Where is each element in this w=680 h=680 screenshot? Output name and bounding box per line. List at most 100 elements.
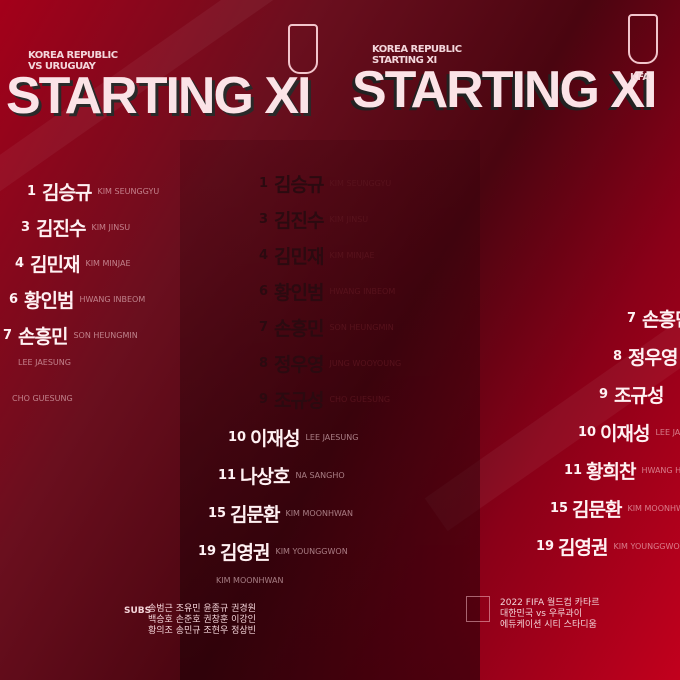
player-name-en: NA SANGHO (295, 471, 345, 480)
player-row: CHO GUESUNG (0, 394, 73, 403)
player-number: 4 (258, 248, 268, 263)
player-row: 4 김민재 KIM MINJAE (8, 250, 131, 277)
player-number: 19 (198, 544, 217, 559)
right-title: STARTING XI (352, 61, 657, 119)
player-name-en: KIM MOONHWAN (216, 576, 284, 585)
player-name-en: KIM JINSU (329, 215, 369, 224)
player-name-en: KIM MOONHWAN (285, 509, 353, 518)
player-name: 이재성 (600, 423, 650, 445)
player-name: 김영권 (558, 537, 608, 559)
player-photo-shadow (180, 140, 480, 680)
player-name: 손흥민 (274, 318, 324, 340)
player-number: 7 (2, 328, 12, 343)
player-number: 9 (258, 392, 268, 407)
player-name-en: CHO GUESUNG (12, 394, 73, 403)
player-row: 8 정우영 (606, 343, 680, 370)
player-name: 황인범 (274, 282, 324, 304)
player-number: 10 (228, 430, 247, 445)
player-name: 김민재 (30, 254, 80, 276)
player-name-en: KIM MINJAE (329, 251, 375, 260)
player-row: KIM MOONHWAN (188, 576, 283, 585)
player-number: 15 (550, 501, 569, 516)
player-number: 10 (578, 425, 597, 440)
player-number: 1 (26, 184, 36, 199)
player-name: 황인범 (24, 290, 74, 312)
player-name: 김문환 (572, 499, 622, 521)
player-row: 9 조규성 (592, 381, 669, 408)
player-row: 3 김진수 KIM JINSU (14, 214, 130, 241)
player-number: 3 (20, 220, 30, 235)
player-name: 정우영 (274, 354, 324, 376)
player-name-en: HWANG INBEOM (79, 295, 146, 304)
player-row: 7 손흥민 (620, 305, 680, 332)
player-name: 황희찬 (586, 461, 636, 483)
player-name-en: KIM SEUNGGYU (329, 179, 392, 188)
player-name: 김승규 (274, 174, 324, 196)
player-number: 3 (258, 212, 268, 227)
player-name-en: LEE JAESUNG (655, 428, 680, 437)
player-name: 손흥민 (642, 309, 680, 331)
right-subtitle: KOREA REPUBLIC STARTING XI (372, 44, 462, 66)
player-name-en: KIM MINJAE (85, 259, 131, 268)
player-name-en: KIM SEUNGGYU (97, 187, 160, 196)
player-name-en: KIM MOONHWAN (627, 504, 680, 513)
player-row: 11 나상호 NA SANGHO (218, 462, 345, 489)
player-name-en: KIM JINSU (91, 223, 131, 232)
player-name: 이재성 (250, 428, 300, 450)
match-info: 2022 FIFA 월드컵 카타르 대한민국 vs 우루과이 에듀케이션 시티 … (500, 598, 600, 630)
player-number: 7 (258, 320, 268, 335)
player-row: 9 조규성 CHO GUESUNG (252, 386, 390, 413)
kfa-badge-icon (628, 14, 658, 64)
player-row: 7 손흥민 SON HEUNGMIN (252, 314, 394, 341)
player-number: 11 (564, 463, 583, 478)
player-row: 8 정우영 JUNG WOOYOUNG (252, 350, 401, 377)
player-name: 조규성 (614, 385, 664, 407)
player-name-en: LEE JAESUNG (305, 433, 359, 442)
player-number: 15 (208, 506, 227, 521)
info-icon (466, 596, 490, 622)
kfa-emblem-icon (288, 24, 318, 74)
subs-list: 송범근 조유민 윤종규 권경원 백승호 손준호 권창훈 이강인 황의조 송민규 … (148, 604, 256, 636)
player-name-en: KIM YOUNGGWON (275, 547, 348, 556)
player-name-en: HWANG INBEOM (329, 287, 396, 296)
player-name-en: JUNG WOOYOUNG (329, 359, 402, 368)
player-name-en: SON HEUNGMIN (73, 331, 138, 340)
player-number: 9 (598, 387, 608, 402)
subs-label: SUBS (124, 606, 152, 616)
player-number: 6 (258, 284, 268, 299)
player-name: 손흥민 (18, 326, 68, 348)
player-row: 6 황인범 HWANG INBEOM (252, 278, 395, 305)
player-row: 19 김영권 KIM YOUNGGWON (198, 538, 348, 565)
player-name: 조규성 (274, 390, 324, 412)
player-name: 김민재 (274, 246, 324, 268)
left-subtitle: KOREA REPUBLIC VS URUGUAY (28, 50, 118, 72)
player-name: 나상호 (240, 466, 290, 488)
player-name-en: HWANG HEECHAN (641, 466, 680, 475)
player-name: 김영권 (220, 542, 270, 564)
player-row: 7 손흥민 SON HEUNGMIN (0, 322, 138, 349)
player-name-en: CHO GUESUNG (329, 395, 391, 404)
player-row: LEE JAESUNG (0, 358, 71, 367)
player-row: 4 김민재 KIM MINJAE (252, 242, 375, 269)
player-row: 6 황인범 HWANG INBEOM (2, 286, 145, 313)
player-number: 8 (258, 356, 268, 371)
player-name: 김문환 (230, 504, 280, 526)
player-name-en: SON HEUNGMIN (329, 323, 394, 332)
player-number: 8 (612, 349, 622, 364)
player-number: 19 (536, 539, 555, 554)
player-row: 3 김진수 KIM JINSU (252, 206, 368, 233)
player-row: 19 김영권 KIM YOUNGGWON (536, 533, 680, 560)
player-name-en: LEE JAESUNG (18, 358, 71, 367)
player-number: 6 (8, 292, 18, 307)
player-number: 11 (218, 468, 237, 483)
player-row: 1 김승규 KIM SEUNGGYU (252, 170, 391, 197)
player-name: 김진수 (274, 210, 324, 232)
player-name: 김승규 (42, 182, 92, 204)
left-title: STARTING XI (6, 67, 311, 125)
player-row: 1 김승규 KIM SEUNGGYU (20, 178, 159, 205)
